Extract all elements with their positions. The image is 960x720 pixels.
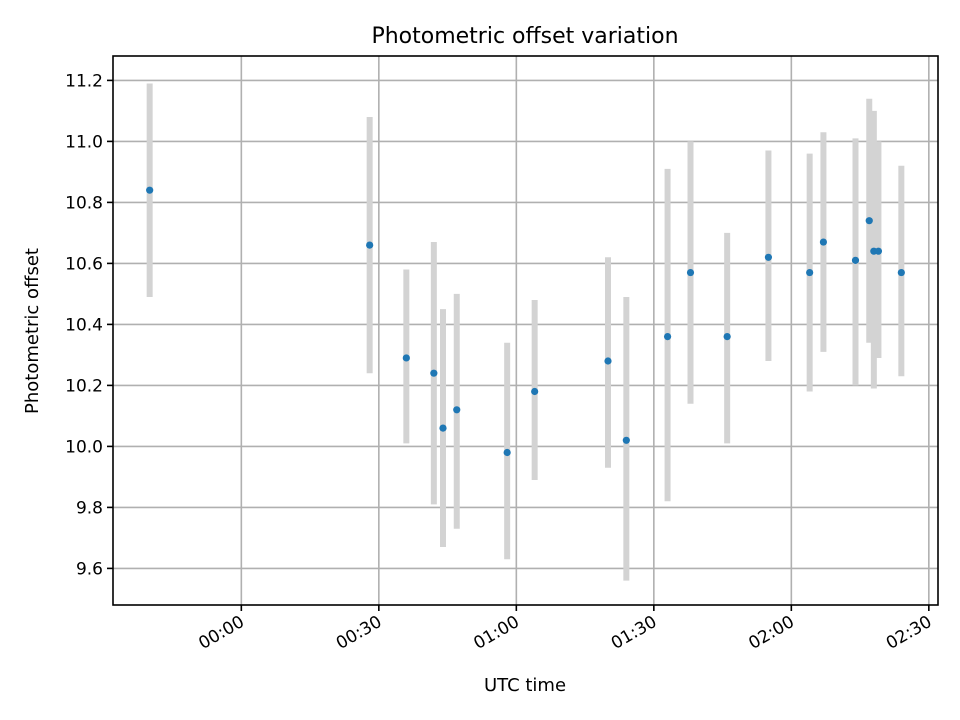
data-point (663, 333, 672, 341)
y-tick-label: 10.4 (65, 315, 103, 335)
data-point (503, 448, 511, 457)
y-tick-label: 10.0 (65, 437, 103, 457)
y-tick-label: 10.6 (65, 254, 103, 274)
grid (113, 56, 938, 605)
y-tick-label: 9.6 (76, 559, 103, 579)
y-tick-label: 10.8 (65, 193, 103, 213)
x-axis-label: UTC time (484, 675, 566, 696)
axis-ticks: 9.6 9.8 10.0 10.2 10.4 10.6 10.8 11.0 11.2 00:00 0… (65, 71, 935, 653)
axes-frame (112, 55, 939, 606)
x-tick-label: 01:00 (470, 612, 522, 654)
x-tick-label: 02:00 (745, 612, 797, 654)
y-axis-label: Photometric offset (22, 248, 43, 414)
data-point (897, 268, 905, 277)
x-tick-label: 02:30 (883, 612, 935, 654)
data-point (723, 333, 731, 341)
data-point (851, 256, 860, 264)
data-point (686, 268, 695, 277)
data-point (430, 369, 438, 377)
chart-title: Photometric offset variation (371, 24, 678, 49)
data-point (402, 354, 410, 362)
data-point (764, 253, 773, 261)
data-point (865, 217, 873, 225)
data-point (604, 357, 612, 365)
x-tick-label: 00:30 (333, 612, 385, 654)
data-point (622, 436, 630, 444)
x-tick-label: 01:30 (608, 612, 660, 654)
data-point (439, 424, 447, 432)
y-tick-label: 9.8 (76, 498, 103, 518)
data-point (453, 406, 461, 414)
plot-area (146, 83, 905, 581)
data-point (531, 387, 539, 396)
y-tick-label: 11.2 (65, 71, 103, 91)
x-tick-label: 00:00 (195, 612, 247, 654)
data-point (874, 247, 883, 255)
data-point (819, 238, 828, 246)
data-point (146, 186, 154, 194)
y-tick-label: 10.2 (65, 376, 103, 396)
y-tick-label: 11.0 (65, 132, 103, 152)
data-point (366, 241, 374, 249)
data-point (806, 268, 814, 277)
